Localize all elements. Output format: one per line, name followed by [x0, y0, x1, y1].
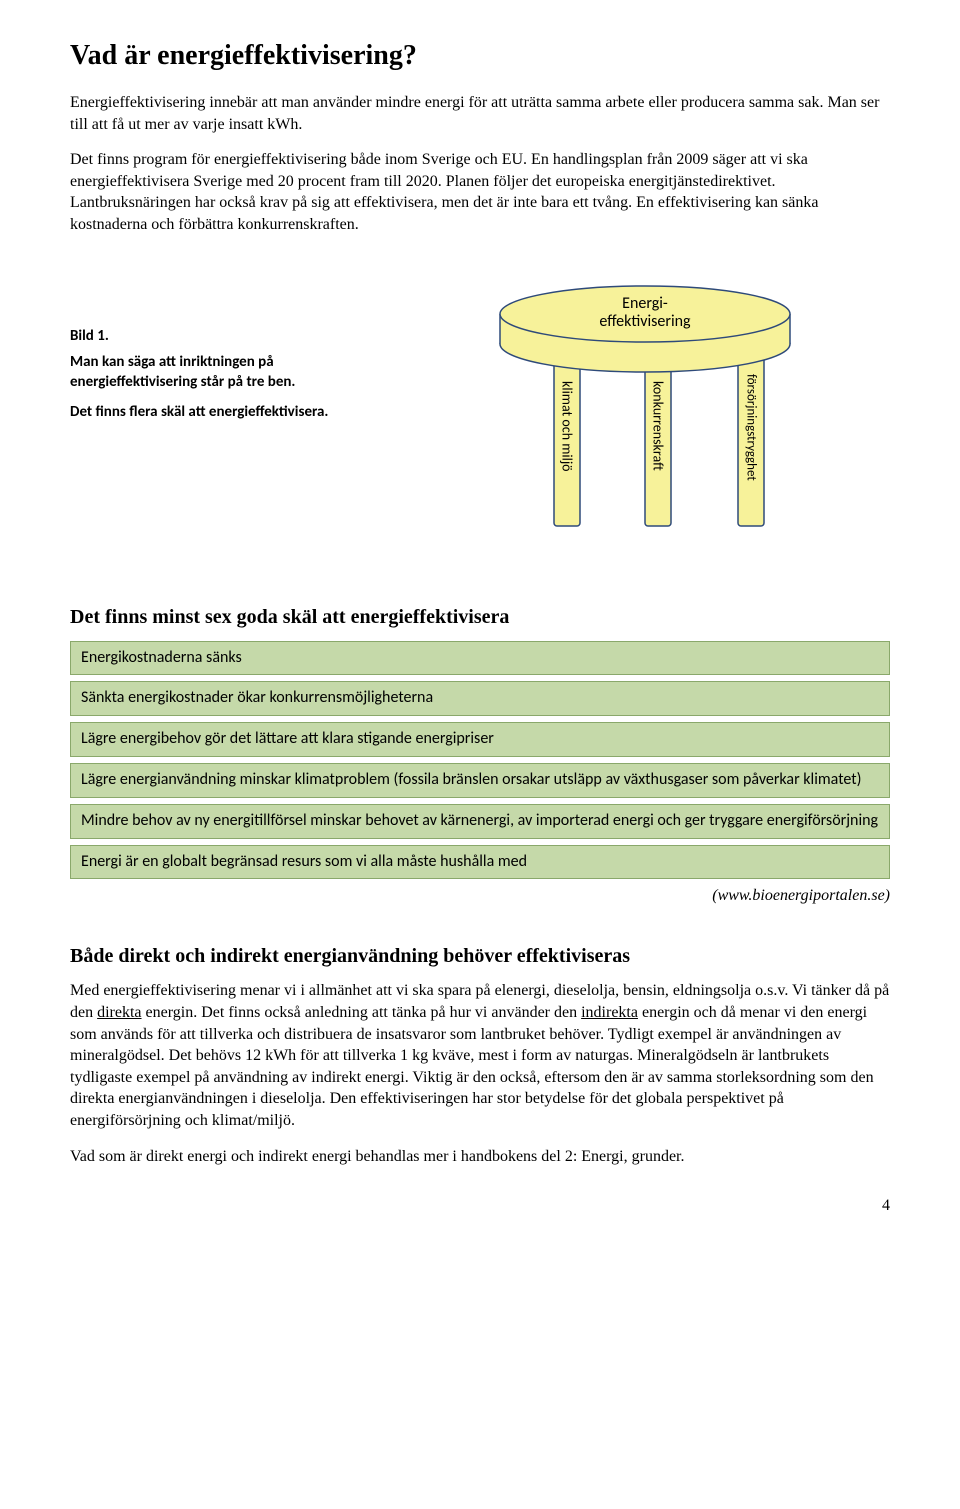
intro-para-1: Energieffektivisering innebär att man an… [70, 92, 890, 135]
figure-caption-line2: Det finns flera skäl att energieffektivi… [70, 402, 400, 422]
reason-item: Lägre energianvändning minskar klimatpro… [70, 763, 890, 798]
subheading-2: Både direkt och indirekt energianvändnin… [70, 945, 890, 968]
reason-item: Lägre energibehov gör det lättare att kl… [70, 722, 890, 757]
figure-block: Bild 1. Man kan säga att inriktningen på… [70, 266, 890, 546]
figure-caption-line1: Man kan säga att inriktningen på energie… [70, 352, 400, 393]
intro-para-2: Det finns program för energieffektiviser… [70, 149, 890, 235]
para3-mid: energin. Det finns också anledning att t… [142, 1004, 582, 1021]
para3-underline-1: direkta [97, 1004, 141, 1021]
para3-underline-2: indirekta [581, 1004, 638, 1021]
figure-label: Bild 1. [70, 326, 400, 346]
stool-leg-3-label: försörjningstrygghet [744, 374, 759, 481]
para3-post: energin och då menar vi den energi som a… [70, 1004, 874, 1129]
page-title: Vad är energieffektivisering? [70, 40, 890, 72]
stool-leg-2-label: konkurrenskraft [650, 381, 667, 471]
citation: (www.bioenergiportalen.se) [70, 887, 890, 905]
stool-top-label-1: Energi- [622, 294, 668, 313]
stool-diagram: Energi- effektivisering klimat och miljö… [400, 266, 890, 546]
reasons-heading: Det finns minst sex goda skäl att energi… [70, 606, 890, 629]
page-number: 4 [70, 1197, 890, 1215]
stool-top-label-2: effektivisering [599, 312, 691, 331]
para-3: Med energieffektivisering menar vi i all… [70, 980, 890, 1131]
reason-item: Mindre behov av ny energitillförsel mins… [70, 804, 890, 839]
figure-caption: Bild 1. Man kan säga att inriktningen på… [70, 266, 400, 433]
stool-leg-1-label: klimat och miljö [559, 381, 576, 472]
reason-item: Energi är en globalt begränsad resurs so… [70, 845, 890, 880]
reason-item: Energikostnaderna sänks [70, 641, 890, 676]
stool-svg: Energi- effektivisering klimat och miljö… [480, 266, 810, 546]
reason-item: Sänkta energikostnader ökar konkurrensmö… [70, 681, 890, 716]
para-4: Vad som är direkt energi och indirekt en… [70, 1146, 890, 1168]
reasons-list: Energikostnaderna sänks Sänkta energikos… [70, 641, 890, 880]
